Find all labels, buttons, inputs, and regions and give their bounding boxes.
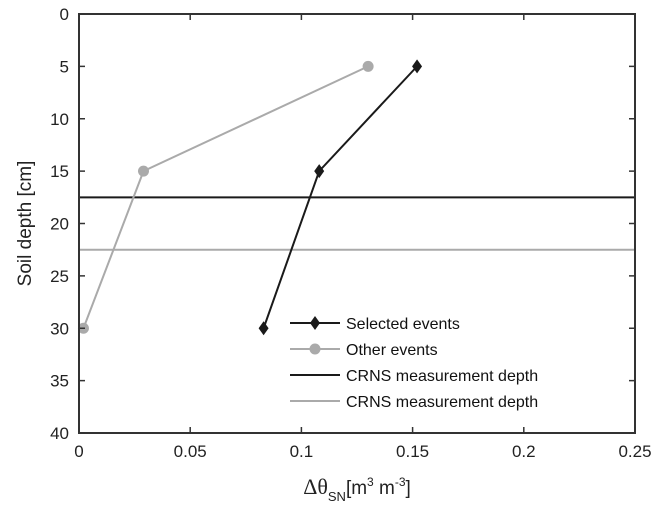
data-point-diamond <box>258 321 269 336</box>
x-tick-label: 0.25 <box>618 442 651 461</box>
x-axis-label-symbol: Δθ <box>303 474 328 499</box>
x-axis-label-units-suffix: ] <box>406 478 411 499</box>
x-axis-label: ΔθSN[m3 m-3] <box>303 474 411 504</box>
y-tick-label: 20 <box>50 215 69 234</box>
x-axis-label-exp2: -3 <box>395 475 406 489</box>
data-point-circle <box>362 60 374 72</box>
legend-label-crns-gray: CRNS measurement depth <box>346 394 538 411</box>
x-axis-label-subscript: SN <box>328 489 346 504</box>
legend-entry-selected-events: Selected events <box>290 316 460 333</box>
x-axis-label-units-mid: m <box>374 478 395 499</box>
x-tick-label: 0.15 <box>396 442 429 461</box>
legend-entry-crns-gray: CRNS measurement depth <box>290 394 538 411</box>
data-point-diamond <box>314 164 325 179</box>
legend-entry-other-events: Other events <box>290 342 438 359</box>
data-point-circle <box>137 165 149 177</box>
legend: Selected events Other events CRNS measur… <box>281 307 586 420</box>
y-tick-label: 5 <box>60 57 69 76</box>
y-tick-label: 35 <box>50 372 69 391</box>
x-tick-label: 0.1 <box>290 442 314 461</box>
legend-diamond-icon <box>310 316 320 330</box>
y-tick-label: 15 <box>50 162 69 181</box>
x-tick-label: 0.05 <box>174 442 207 461</box>
x-axis-label-exp1: 3 <box>367 475 374 489</box>
legend-circle-icon <box>309 343 321 355</box>
legend-label-selected: Selected events <box>346 316 460 333</box>
legend-entry-crns-black: CRNS measurement depth <box>290 368 538 385</box>
x-tick-label: 0.2 <box>512 442 536 461</box>
x-axis-ticks: 0 0.05 0.1 0.15 0.2 0.25 <box>74 14 652 461</box>
reference-lines <box>79 196 635 251</box>
legend-label-other: Other events <box>346 342 438 359</box>
y-tick-label: 30 <box>50 319 69 338</box>
y-tick-label: 25 <box>50 267 69 286</box>
y-tick-label: 10 <box>50 110 69 129</box>
y-axis-ticks: 0 5 10 15 20 25 30 35 40 <box>50 5 635 443</box>
y-axis-label: Soil depth [cm] <box>15 161 36 287</box>
legend-label-crns-black: CRNS measurement depth <box>346 368 538 385</box>
x-axis-label-units-prefix: [m <box>346 478 367 499</box>
y-tick-label: 0 <box>60 5 69 24</box>
data-point-diamond <box>412 59 423 74</box>
y-tick-label: 40 <box>50 424 69 443</box>
x-tick-label: 0 <box>74 442 83 461</box>
